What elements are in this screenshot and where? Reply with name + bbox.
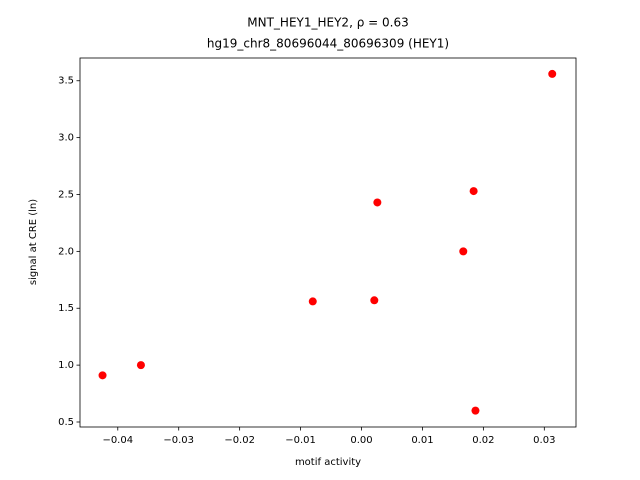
chart-subtitle: hg19_chr8_80696044_80696309 (HEY1)	[207, 37, 449, 51]
point	[469, 187, 478, 196]
point	[459, 247, 468, 256]
y-tick-label: 2.0	[58, 246, 74, 257]
point	[98, 371, 107, 380]
y-tick-label: 1.5	[58, 303, 74, 314]
point	[548, 69, 557, 78]
x-tick-label: 0.02	[472, 435, 494, 446]
y-tick-label: 2.5	[58, 189, 74, 200]
x-tick-label: −0.02	[224, 435, 255, 446]
y-axis-label: signal at CRE (ln)	[28, 199, 39, 285]
y-tick-label: 1.0	[58, 360, 74, 371]
point	[471, 406, 480, 415]
x-tick-label: 0.01	[411, 435, 433, 446]
y-tick-label: 3.5	[58, 76, 74, 87]
point	[136, 361, 145, 370]
y-tick-label: 0.5	[58, 417, 74, 428]
x-tick-label: 0.00	[350, 435, 372, 446]
point	[370, 296, 379, 305]
x-tick-label: −0.04	[102, 435, 133, 446]
x-axis-label: motif activity	[295, 457, 361, 468]
x-tick-label: −0.03	[163, 435, 194, 446]
y-tick-label: 3.0	[58, 133, 74, 144]
point	[373, 198, 382, 207]
plot-frame	[79, 57, 577, 428]
x-tick-label: 0.03	[533, 435, 555, 446]
x-tick-label: −0.01	[285, 435, 316, 446]
chart-title: MNT_HEY1_HEY2, ρ = 0.63	[247, 16, 408, 30]
point	[308, 297, 317, 306]
